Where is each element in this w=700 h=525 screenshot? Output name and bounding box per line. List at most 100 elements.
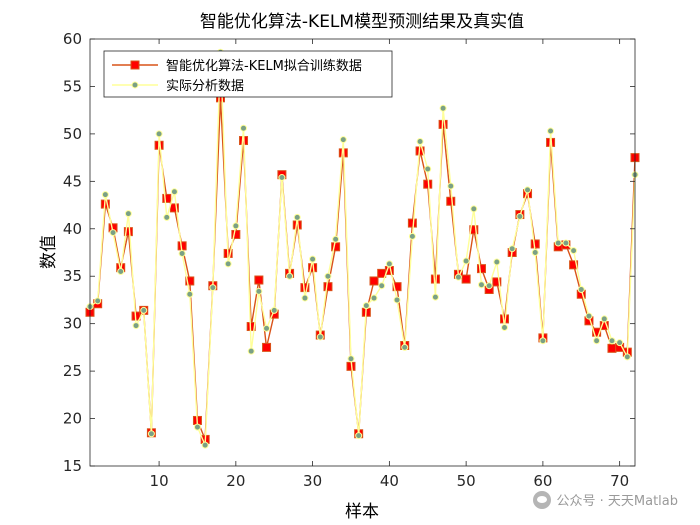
x-tick-label: 40 bbox=[380, 472, 399, 490]
data-point-actual bbox=[209, 284, 217, 292]
data-point-fit bbox=[476, 264, 486, 274]
ticks-layer: 10 20 30 40 50 60 70 15 20 25 30 35 40 45 50 55 60 bbox=[63, 30, 635, 490]
data-point-actual bbox=[147, 430, 155, 438]
data-point-fit bbox=[331, 242, 341, 252]
data-point-actual bbox=[385, 260, 393, 268]
data-point-actual bbox=[286, 272, 294, 280]
x-tick-label: 70 bbox=[610, 472, 629, 490]
data-point-actual bbox=[101, 191, 109, 199]
data-point-actual bbox=[562, 239, 570, 247]
data-point-actual bbox=[485, 282, 493, 290]
data-point-actual bbox=[554, 239, 562, 247]
watermark: 公众号 · 天天Matlab bbox=[533, 490, 678, 509]
data-point-actual bbox=[424, 165, 432, 173]
data-point-fit bbox=[169, 203, 179, 213]
data-point-actual bbox=[501, 323, 509, 331]
data-point-actual bbox=[608, 337, 616, 345]
legend-label-fit: 智能优化算法-KELM拟合训练数据 bbox=[166, 59, 362, 74]
y-tick-label: 40 bbox=[63, 220, 82, 238]
data-point-actual bbox=[301, 294, 309, 302]
data-point-actual bbox=[339, 136, 347, 144]
y-tick-label: 60 bbox=[63, 30, 82, 48]
data-point-actual bbox=[416, 137, 424, 145]
data-point-actual bbox=[124, 210, 132, 218]
data-point-actual bbox=[224, 260, 232, 268]
data-point-actual bbox=[293, 213, 301, 221]
y-tick-label: 25 bbox=[63, 362, 82, 380]
data-point-actual bbox=[193, 423, 201, 431]
data-point-actual bbox=[393, 296, 401, 304]
data-point-fit bbox=[231, 229, 241, 239]
data-point-fit bbox=[246, 322, 256, 332]
data-point-actual bbox=[623, 353, 631, 361]
data-point-fit bbox=[461, 274, 471, 284]
chart-title: 智能优化算法-KELM模型预测结果及真实值 bbox=[200, 12, 524, 32]
legend-marker-actual bbox=[131, 81, 139, 89]
data-point-fit bbox=[369, 276, 379, 286]
y-tick-label: 55 bbox=[63, 77, 82, 95]
plot-area bbox=[90, 39, 635, 466]
data-point-actual bbox=[370, 294, 378, 302]
data-point-actual bbox=[163, 213, 171, 221]
data-point-actual bbox=[178, 249, 186, 257]
data-point-fit bbox=[492, 277, 502, 287]
series-actual bbox=[86, 48, 639, 449]
data-point-actual bbox=[570, 247, 578, 255]
y-tick-label: 50 bbox=[63, 125, 82, 143]
data-point-actual bbox=[600, 315, 608, 323]
data-point-actual bbox=[94, 297, 102, 305]
data-point-fit bbox=[262, 342, 272, 352]
watermark-text: 公众号 · 天天Matlab bbox=[556, 494, 678, 509]
data-point-fit bbox=[446, 196, 456, 206]
data-point-actual bbox=[316, 333, 324, 341]
x-tick-label: 20 bbox=[226, 472, 245, 490]
data-point-actual bbox=[117, 267, 125, 275]
data-point-actual bbox=[508, 245, 516, 253]
data-point-actual bbox=[531, 249, 539, 256]
data-point-fit bbox=[254, 275, 264, 285]
data-point-actual bbox=[378, 282, 386, 290]
data-point-fit bbox=[323, 282, 333, 292]
data-point-fit bbox=[592, 327, 602, 337]
data-point-actual bbox=[462, 257, 470, 265]
data-point-fit bbox=[607, 343, 617, 353]
data-point-actual bbox=[493, 258, 501, 266]
data-point-fit bbox=[530, 239, 540, 249]
data-point-actual bbox=[263, 324, 271, 332]
data-point-fit bbox=[469, 225, 479, 235]
data-point-actual bbox=[201, 441, 209, 449]
data-point-actual bbox=[255, 287, 263, 295]
x-tick-label: 10 bbox=[150, 472, 169, 490]
data-point-actual bbox=[362, 302, 370, 310]
y-tick-label: 35 bbox=[63, 267, 82, 285]
data-point-actual bbox=[247, 347, 255, 355]
x-tick-label: 60 bbox=[533, 472, 552, 490]
y-tick-label: 30 bbox=[63, 315, 82, 333]
data-point-actual bbox=[355, 432, 363, 440]
data-point-actual bbox=[309, 255, 317, 263]
plot-frame bbox=[89, 38, 636, 467]
series-actual-line bbox=[89, 51, 636, 446]
y-tick-label: 15 bbox=[63, 457, 82, 475]
data-point-actual bbox=[454, 273, 462, 281]
data-point-actual bbox=[324, 272, 332, 280]
x-tick-label: 30 bbox=[303, 472, 322, 490]
data-point-actual bbox=[332, 235, 340, 243]
y-tick-label: 20 bbox=[63, 410, 82, 428]
data-point-actual bbox=[278, 174, 286, 182]
data-point-actual bbox=[547, 127, 555, 135]
x-tick-label: 50 bbox=[457, 472, 476, 490]
data-point-actual bbox=[470, 205, 478, 213]
legend-marker-fit bbox=[130, 60, 140, 70]
data-point-fit bbox=[185, 276, 195, 286]
data-point-actual bbox=[447, 182, 455, 190]
legend[interactable]: 智能优化算法-KELM拟合训练数据 实际分析数据 bbox=[103, 50, 393, 98]
data-point-fit bbox=[407, 218, 417, 228]
data-point-actual bbox=[240, 124, 248, 132]
data-point-actual bbox=[524, 186, 532, 194]
data-point-actual bbox=[347, 355, 355, 363]
data-point-actual bbox=[408, 232, 416, 240]
data-point-actual bbox=[186, 290, 194, 298]
data-point-actual bbox=[132, 322, 140, 330]
